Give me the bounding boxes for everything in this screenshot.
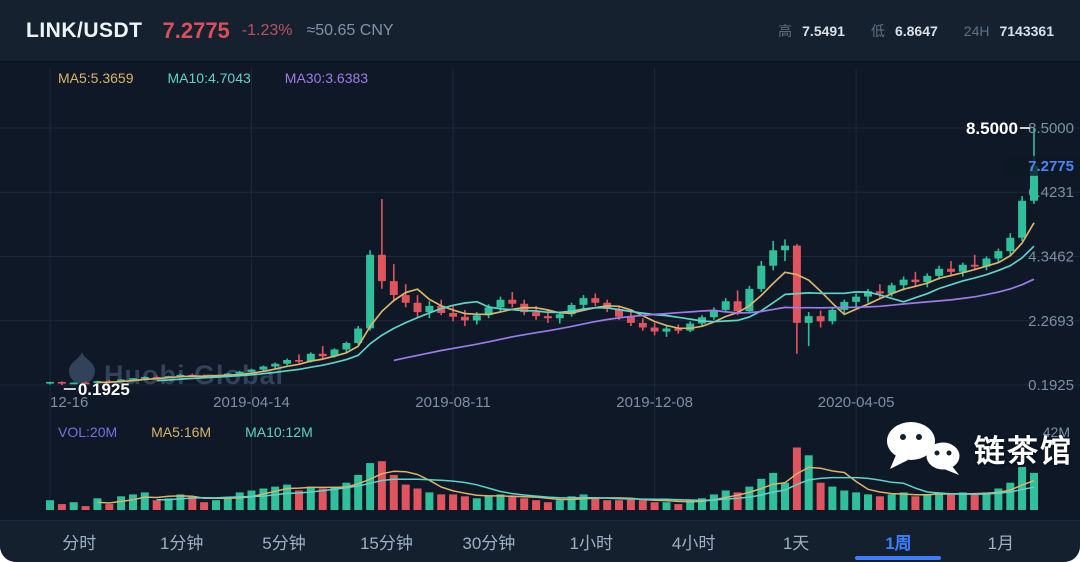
- tab-30分钟[interactable]: 30分钟: [462, 534, 516, 553]
- current-price-tag: 7.2775: [1004, 155, 1078, 176]
- svg-text:8.5000: 8.5000: [1028, 120, 1074, 137]
- svg-text:4.3462: 4.3462: [1028, 249, 1074, 266]
- svg-text:12-16: 12-16: [50, 394, 88, 411]
- tab-15分钟[interactable]: 15分钟: [359, 534, 413, 553]
- fiat-estimate: ≈50.65 CNY: [306, 21, 394, 39]
- ma5-line: [97, 222, 1035, 384]
- chart-area: Huobi Global 0.1925 2.2693 4.3462 6.4231 8.50…: [0, 62, 1080, 520]
- tab-1周[interactable]: 1周: [847, 521, 949, 562]
- price-change: -1.23%: [241, 21, 293, 39]
- daily-stats: 高 7.5491 低 6.8647 24H 7143361: [778, 21, 1054, 41]
- pair-title: LINK/USDT: [26, 18, 143, 42]
- tab-4小时[interactable]: 4小时: [671, 534, 716, 553]
- svg-text:0.1925: 0.1925: [78, 380, 130, 399]
- tab-1小时[interactable]: 1小时: [569, 534, 613, 553]
- active-tab-underline: [855, 556, 942, 560]
- svg-text:0.1925: 0.1925: [1028, 377, 1074, 394]
- candlestick-chart[interactable]: Huobi Global 0.19252.26934.34626.42318.50…: [0, 62, 1080, 520]
- tab-1分钟[interactable]: 1分钟: [159, 534, 204, 553]
- svg-text:2019-08-11: 2019-08-11: [415, 394, 491, 411]
- svg-text:7.2775: 7.2775: [1028, 158, 1074, 175]
- grid-layer: [0, 68, 1080, 510]
- volume-ma-lines: [97, 466, 1035, 504]
- volume-24h-label: 24H: [963, 22, 990, 39]
- tab-1天[interactable]: 1天: [782, 534, 810, 553]
- y-axis-labels: 0.1925 2.2693 4.3462 6.4231 8.5000: [1028, 120, 1074, 394]
- tab-5分钟[interactable]: 5分钟: [262, 534, 306, 553]
- ma30-line: [393, 278, 1035, 362]
- header: LINK/USDT 7.2775 -1.23% ≈50.65 CNY 高 7.5…: [0, 0, 1080, 62]
- huobi-flame-icon: [69, 352, 95, 384]
- vol-ma10-line: [156, 476, 1035, 502]
- last-price: 7.2775: [162, 17, 230, 43]
- svg-text:2.2693: 2.2693: [1028, 313, 1074, 330]
- tab-1月[interactable]: 1月: [987, 534, 1015, 553]
- high-value: 7.5491: [802, 22, 845, 39]
- ma10-line: [156, 245, 1035, 382]
- low-label: 低: [870, 22, 885, 39]
- high-label: 高: [778, 22, 793, 39]
- tab-分时[interactable]: 分时: [62, 534, 97, 553]
- extreme-markers: 8.5000 0.1925: [63, 119, 1030, 399]
- svg-text:2019-04-14: 2019-04-14: [213, 394, 290, 411]
- svg-text:8.5000: 8.5000: [966, 119, 1018, 138]
- volume-24h-value: 7143361: [999, 22, 1054, 39]
- volume-bars-layer: [46, 447, 1038, 510]
- low-value: 6.8647: [894, 22, 938, 39]
- svg-text:2020-04-05: 2020-04-05: [818, 394, 895, 411]
- x-axis-labels: 12-16 2019-04-14 2019-08-11 2019-12-08 2020-…: [50, 394, 895, 411]
- svg-text:2019-12-08: 2019-12-08: [616, 394, 693, 411]
- svg-text:6.4231: 6.4231: [1028, 184, 1074, 201]
- price-ma-lines: [97, 222, 1035, 384]
- timeframe-tabbar: 分时 1分钟 5分钟 15分钟 30分钟 1小时 4小时 1天 1周 1月: [0, 520, 1080, 562]
